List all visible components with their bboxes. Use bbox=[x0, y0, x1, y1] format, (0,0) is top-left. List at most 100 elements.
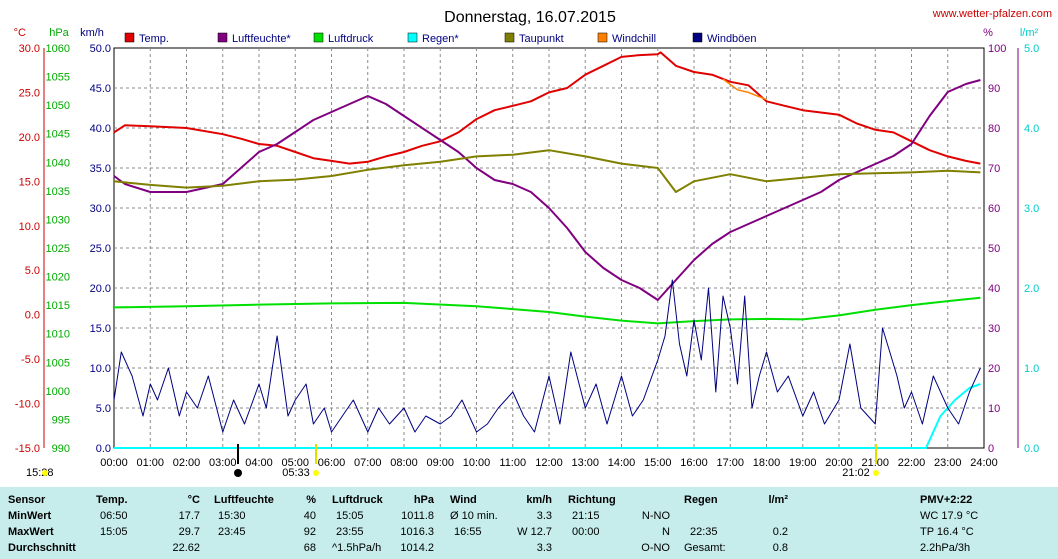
series-taupunkt-line bbox=[113, 149, 981, 193]
x-tick-label: 22:00 bbox=[898, 457, 926, 469]
sunrise-icon bbox=[313, 470, 319, 476]
legend-swatch bbox=[597, 32, 608, 43]
min-dir-time: 21:15 bbox=[572, 510, 600, 522]
humidity-tick-label: 40 bbox=[988, 283, 1000, 295]
x-tick-label: 07:00 bbox=[354, 457, 382, 469]
wind-tick-label: 10.0 bbox=[90, 363, 111, 375]
humidity-tick-label: 60 bbox=[988, 203, 1000, 215]
row-label-max: MaxWert bbox=[8, 526, 54, 538]
rain-tick-label: 1.0 bbox=[1024, 363, 1039, 375]
series-windben-line bbox=[113, 279, 981, 433]
max-hum-time: 23:45 bbox=[218, 526, 246, 538]
avg-temp: 22.62 bbox=[172, 542, 200, 554]
pressure-tick-label: 1035 bbox=[46, 186, 70, 198]
avg-wind: 3.3 bbox=[536, 542, 552, 554]
temp-tick-label: -15.0 bbox=[15, 443, 40, 455]
wind-tick-label: 5.0 bbox=[96, 403, 111, 415]
th-humidity: Luftfeuchte bbox=[214, 494, 274, 506]
legend-swatch bbox=[217, 32, 228, 43]
legend-label: Regen* bbox=[422, 33, 459, 45]
wind-unit-label: km/h bbox=[80, 27, 104, 39]
row-label-avg: Durchschnitt bbox=[8, 542, 76, 554]
pressure-tick-label: 1045 bbox=[46, 129, 70, 141]
wind-tick-label: 15.0 bbox=[90, 323, 111, 335]
pressure-tick-label: 1005 bbox=[46, 357, 70, 369]
pmv-line-2: TP 16.4 °C bbox=[920, 526, 974, 538]
rain-tick-label: 4.0 bbox=[1024, 123, 1039, 135]
max-rain: 0.2 bbox=[772, 526, 788, 538]
moon-icon bbox=[42, 470, 48, 476]
pressure-tick-label: 1060 bbox=[46, 43, 70, 55]
wind-tick-label: 0.0 bbox=[96, 443, 111, 455]
min-hum-time: 15:30 bbox=[218, 510, 246, 522]
rain-total-label: Gesamt: bbox=[684, 542, 726, 554]
max-wind-label: 16:55 bbox=[454, 526, 482, 538]
moonrise-time-label: 15:28 bbox=[26, 467, 54, 479]
x-tick-label: 12:00 bbox=[535, 457, 563, 469]
rain-total: 0.8 bbox=[772, 542, 788, 554]
th-direction: Richtung bbox=[568, 494, 616, 506]
max-hum: 92 bbox=[303, 526, 316, 538]
x-tick-label: 19:00 bbox=[789, 457, 817, 469]
max-temp-time: 15:05 bbox=[100, 526, 128, 538]
rain-tick-label: 5.0 bbox=[1024, 43, 1039, 55]
th-humidity-unit: % bbox=[306, 494, 316, 506]
x-tick-label: 14:00 bbox=[608, 457, 636, 469]
th-wind-unit: km/h bbox=[526, 494, 552, 506]
temp-tick-label: -10.0 bbox=[15, 399, 40, 411]
th-wind: Wind bbox=[450, 494, 477, 506]
weather-chart: 00:00 01:00 02:00 03:00 04:00 05:00 06:00 07:00… bbox=[13, 8, 1052, 479]
wind-tick-label: 35.0 bbox=[90, 163, 111, 175]
pressure-tick-label: 1055 bbox=[46, 72, 70, 84]
stats-table: Sensor Temp. °C Luftfeuchte % Luftdruck … bbox=[0, 487, 1058, 559]
legend-label: Windchill bbox=[612, 33, 656, 45]
pressure-tick-label: 1020 bbox=[46, 272, 70, 284]
x-tick-label: 24:00 bbox=[970, 457, 998, 469]
legend-swatch bbox=[124, 32, 135, 43]
x-tick-label: 17:00 bbox=[716, 457, 744, 469]
min-hum: 40 bbox=[303, 510, 316, 522]
temp-tick-label: 20.0 bbox=[19, 132, 40, 144]
wind-tick-label: 50.0 bbox=[90, 43, 111, 55]
row-label-min: MinWert bbox=[8, 510, 52, 522]
x-tick-label: 11:00 bbox=[499, 457, 526, 469]
temp-tick-label: 15.0 bbox=[19, 176, 40, 188]
legend-label: Taupunkt bbox=[519, 33, 564, 45]
x-tick-label: 04:00 bbox=[245, 457, 273, 469]
wind-tick-label: 30.0 bbox=[90, 203, 111, 215]
pressure-tick-label: 990 bbox=[52, 443, 70, 455]
rain-unit-label: l/m² bbox=[1020, 27, 1039, 39]
wind-tick-label: 20.0 bbox=[90, 283, 111, 295]
humidity-tick-label: 20 bbox=[988, 363, 1000, 375]
humidity-tick-label: 50 bbox=[988, 243, 1000, 255]
humidity-tick-label: 30 bbox=[988, 323, 1000, 335]
humidity-tick-label: 80 bbox=[988, 123, 1000, 135]
site-link[interactable]: www.wetter-pfalzen.com bbox=[932, 8, 1052, 20]
avg-press: 1014.2 bbox=[400, 542, 434, 554]
x-tick-label: 01:00 bbox=[136, 457, 164, 469]
temp-tick-label: 10.0 bbox=[19, 221, 40, 233]
temp-tick-label: 30.0 bbox=[19, 43, 40, 55]
min-press: 1011.8 bbox=[401, 510, 434, 522]
x-tick-label: 23:00 bbox=[934, 457, 962, 469]
pmv-line-3: 2.2hPa/3h bbox=[920, 542, 971, 554]
max-temp: 29.7 bbox=[178, 526, 200, 538]
pressure-tick-label: 1015 bbox=[46, 300, 70, 312]
wind-tick-label: 25.0 bbox=[90, 243, 111, 255]
series-windchill-line bbox=[722, 78, 767, 101]
max-dir-time: 00:00 bbox=[572, 526, 600, 538]
legend-swatch bbox=[407, 32, 418, 43]
legend-label: Luftfeuchte* bbox=[232, 33, 291, 45]
max-press: 1016.3 bbox=[400, 526, 434, 538]
pmv-line-1: WC 17.9 °C bbox=[920, 510, 979, 522]
th-pmv: PMV+2:22 bbox=[920, 494, 973, 506]
moon-phase-icon bbox=[234, 469, 242, 477]
series-luftdruck-line bbox=[113, 296, 981, 325]
pressure-tick-label: 1025 bbox=[46, 243, 70, 255]
x-tick-label: 20:00 bbox=[825, 457, 853, 469]
rain-tick-label: 3.0 bbox=[1024, 203, 1039, 215]
pressure-tick-label: 1010 bbox=[46, 329, 70, 341]
x-tick-label: 02:00 bbox=[173, 457, 201, 469]
max-dir: N bbox=[662, 526, 670, 538]
rain-tick-label: 2.0 bbox=[1024, 283, 1039, 295]
